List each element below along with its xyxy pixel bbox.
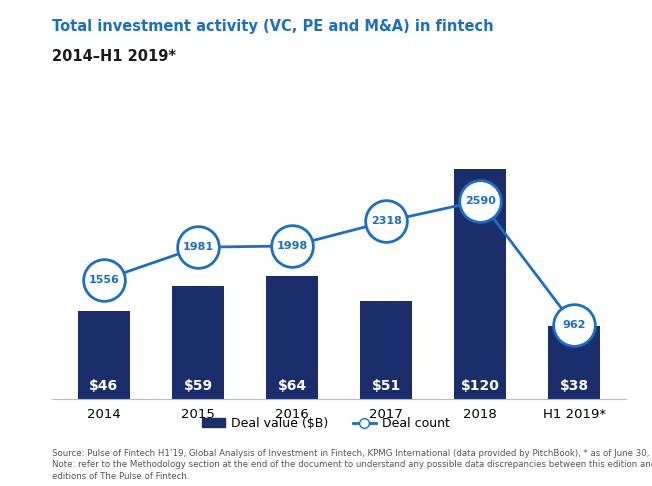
Text: 2318: 2318 <box>370 216 402 226</box>
Text: 1556: 1556 <box>89 275 119 285</box>
Text: $51: $51 <box>372 379 401 393</box>
Point <box>287 242 297 250</box>
Text: Total investment activity (VC, PE and M&A) in fintech: Total investment activity (VC, PE and M&… <box>52 19 494 35</box>
Text: $38: $38 <box>559 379 589 393</box>
Text: $59: $59 <box>183 379 213 393</box>
Point <box>98 276 109 283</box>
Bar <box>548 326 600 399</box>
Point <box>193 243 203 251</box>
Bar <box>78 311 130 399</box>
Point <box>475 197 485 205</box>
Text: 1998: 1998 <box>276 241 308 251</box>
Bar <box>172 286 224 399</box>
Text: 962: 962 <box>563 320 586 330</box>
Text: 2590: 2590 <box>465 196 496 206</box>
Text: $46: $46 <box>89 379 119 393</box>
Legend: Deal value ($B), Deal count: Deal value ($B), Deal count <box>197 412 455 435</box>
Bar <box>266 277 318 399</box>
Text: $120: $120 <box>461 379 499 393</box>
Text: 2014–H1 2019*: 2014–H1 2019* <box>52 49 176 64</box>
Bar <box>360 301 412 399</box>
Point <box>381 218 391 226</box>
Text: Source: Pulse of Fintech H1’19, Global Analysis of Investment in Fintech, KPMG I: Source: Pulse of Fintech H1’19, Global A… <box>52 449 652 481</box>
Point <box>569 321 580 329</box>
Text: $64: $64 <box>278 379 306 393</box>
Text: 1981: 1981 <box>183 242 213 252</box>
Bar <box>454 170 506 399</box>
